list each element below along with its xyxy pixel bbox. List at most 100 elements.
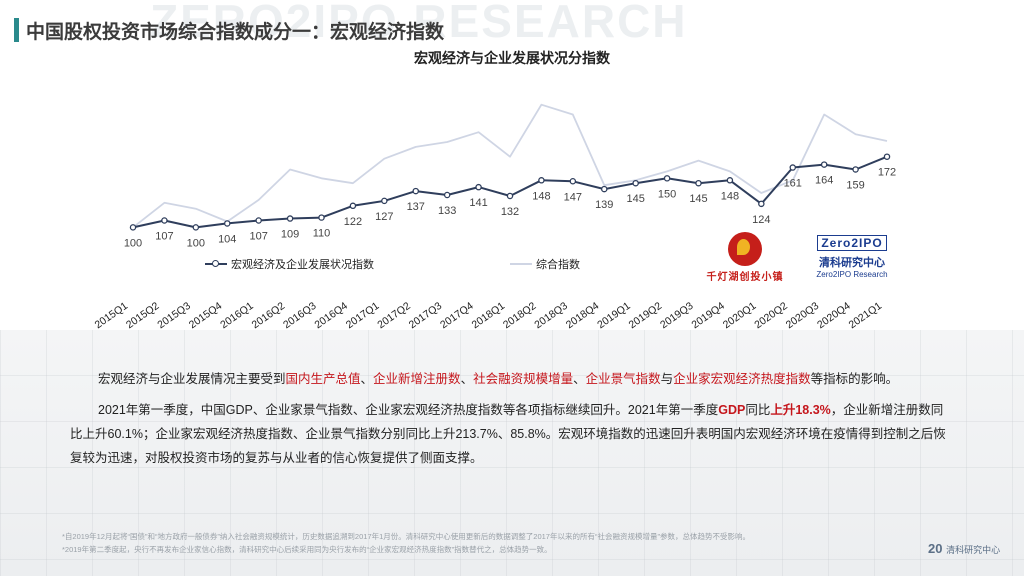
data-point — [789, 164, 797, 171]
paragraph-1: 宏观经济与企业发展情况主要受到国内生产总值、企业新增注册数、社会融资规模增量、企… — [70, 367, 950, 391]
data-point — [129, 224, 137, 231]
footer-logo: 20 清科研究中心 — [928, 541, 1000, 556]
data-label: 107 — [155, 231, 173, 243]
data-label: 145 — [689, 193, 707, 205]
p1-text-b: 等指标的影响。 — [810, 372, 899, 386]
p1-sep-2: 、 — [460, 372, 474, 386]
qiandenghu-logo-mark — [728, 232, 762, 266]
x-tick-label: 2019Q2 — [627, 300, 665, 331]
x-tick-label: 2017Q1 — [344, 300, 382, 331]
x-tick-label: 2018Q1 — [470, 300, 508, 331]
data-label: 109 — [281, 229, 299, 241]
data-label: 164 — [815, 175, 833, 187]
data-point — [569, 178, 577, 185]
footnote-line-2: *2019年第二季度起，央行不再发布企业家信心指数，清科研究中心后续采用同为央行… — [62, 545, 552, 554]
x-tick-label: 2018Q3 — [532, 300, 570, 331]
footnote-line-1: *自2019年12月起将“国债”和“地方政府一般债券”纳入社会融资规模统计，历史… — [62, 532, 750, 541]
data-point — [663, 175, 671, 182]
data-point — [695, 179, 702, 187]
data-point — [820, 161, 828, 168]
x-tick-label: 2016Q2 — [250, 300, 288, 331]
x-tick-label: 2020Q4 — [815, 300, 853, 331]
legend-item-macro: 宏观经济及企业发展状况指数 — [205, 256, 374, 272]
x-tick-label: 2020Q1 — [721, 300, 759, 331]
x-tick-label: 2015Q2 — [124, 300, 162, 331]
data-point — [506, 192, 514, 200]
data-point — [443, 191, 451, 199]
data-label: 145 — [626, 193, 644, 205]
x-tick-label: 2015Q3 — [155, 300, 193, 331]
x-tick-label: 2019Q3 — [658, 300, 696, 331]
data-point — [192, 224, 200, 231]
footer-logo-name: 清科研究中心 — [946, 545, 1001, 555]
x-tick-label: 2019Q1 — [595, 300, 633, 331]
data-point — [883, 153, 891, 160]
p1-highlight-gdp: 国内生产总值 — [285, 372, 361, 386]
data-point — [475, 183, 482, 191]
p2-text-c: ，企业新增注册数同比上升60.1%；企业家宏观经济热度指数、企业景气指数分别同比… — [70, 403, 946, 465]
data-point — [161, 217, 168, 224]
legend-label-composite: 综合指数 — [536, 259, 580, 271]
data-label: 107 — [249, 231, 267, 243]
p1-text-a: 宏观经济与企业发展情况主要受到 — [98, 372, 286, 386]
footer-logo-mark: 20 — [928, 541, 943, 556]
legend-swatch-composite — [510, 258, 532, 270]
data-point — [538, 177, 545, 184]
data-point — [349, 202, 357, 210]
data-point — [726, 177, 734, 184]
data-label: 139 — [595, 199, 613, 211]
p1-highlight-financing: 社会融资规模增量 — [473, 372, 574, 386]
data-point — [255, 217, 262, 224]
p2-highlight-gdp: GDP — [718, 403, 746, 417]
x-tick-label: 2020Q3 — [784, 300, 822, 331]
data-point — [412, 187, 419, 195]
p1-highlight-sentiment: 企业景气指数 — [585, 372, 661, 386]
p1-sep-4: 与 — [660, 372, 674, 386]
data-point — [601, 185, 608, 193]
legend-swatch-macro — [205, 258, 227, 270]
p1-highlight-registrations: 企业新增注册数 — [373, 372, 461, 386]
data-label: 127 — [375, 211, 393, 223]
page-title: 中国股权投资市场综合指数成分一：宏观经济指数 — [26, 22, 445, 43]
p2-text-a: 2021年第一季度，中国GDP、企业家景气指数、企业家宏观经济热度指数等各项指标… — [98, 403, 719, 417]
data-label: 122 — [344, 216, 362, 228]
data-label: 137 — [407, 201, 425, 213]
data-label: 104 — [218, 233, 236, 245]
footnote: *自2019年12月起将“国债”和“地方政府一般债券”纳入社会融资规模统计，历史… — [62, 530, 750, 556]
zero2ipo-logo-en: Zero2IPO Research — [816, 270, 888, 279]
zero2ipo-logo: Zero2IPO 清科研究中心 Zero2IPO Research — [812, 234, 892, 279]
watermark: ZERO2IPO RESEARCH — [150, 0, 688, 47]
x-tick-label: 2017Q4 — [438, 300, 476, 331]
x-tick-label: 2020Q2 — [752, 300, 790, 331]
data-label: 100 — [187, 237, 205, 249]
zero2ipo-logo-mark: Zero2IPO — [817, 235, 887, 251]
title-accent-bar — [14, 18, 19, 42]
p2-text-b: 同比 — [745, 403, 771, 417]
x-tick-label: 2021Q1 — [847, 300, 885, 331]
x-tick-label: 2016Q1 — [218, 300, 256, 331]
data-label: 148 — [721, 190, 739, 202]
data-label: 124 — [752, 214, 770, 226]
p2-highlight-growth: 上升18.3% — [770, 403, 831, 417]
data-point — [223, 220, 231, 227]
lower-background — [0, 330, 1024, 576]
data-label: 148 — [532, 190, 550, 202]
data-label: 110 — [313, 228, 331, 240]
zero2ipo-logo-cn: 清科研究中心 — [819, 257, 885, 269]
data-label: 141 — [469, 197, 487, 209]
p1-sep-3: 、 — [573, 372, 586, 386]
qiandenghu-logo: 千灯湖创投小镇 — [706, 232, 784, 283]
legend-label-macro: 宏观经济及企业发展状况指数 — [231, 259, 374, 271]
paragraph-2: 2021年第一季度，中国GDP、企业家景气指数、企业家宏观经济热度指数等各项指标… — [70, 398, 950, 470]
line-chart: 100 107 100 104 107 109 110 122 127 137 133 141 132 1… — [93, 103, 896, 331]
series-line-composite — [132, 103, 888, 229]
x-tick-label: 2017Q3 — [407, 300, 445, 331]
data-label: 159 — [846, 179, 864, 191]
data-point — [286, 215, 294, 222]
p1-highlight-heat-index: 企业家宏观经济热度指数 — [673, 372, 811, 386]
data-label: 147 — [564, 191, 582, 203]
p1-sep-1: 、 — [360, 372, 374, 386]
x-tick-label: 2016Q3 — [281, 300, 319, 331]
data-point — [632, 179, 639, 187]
data-label: 172 — [878, 167, 896, 179]
